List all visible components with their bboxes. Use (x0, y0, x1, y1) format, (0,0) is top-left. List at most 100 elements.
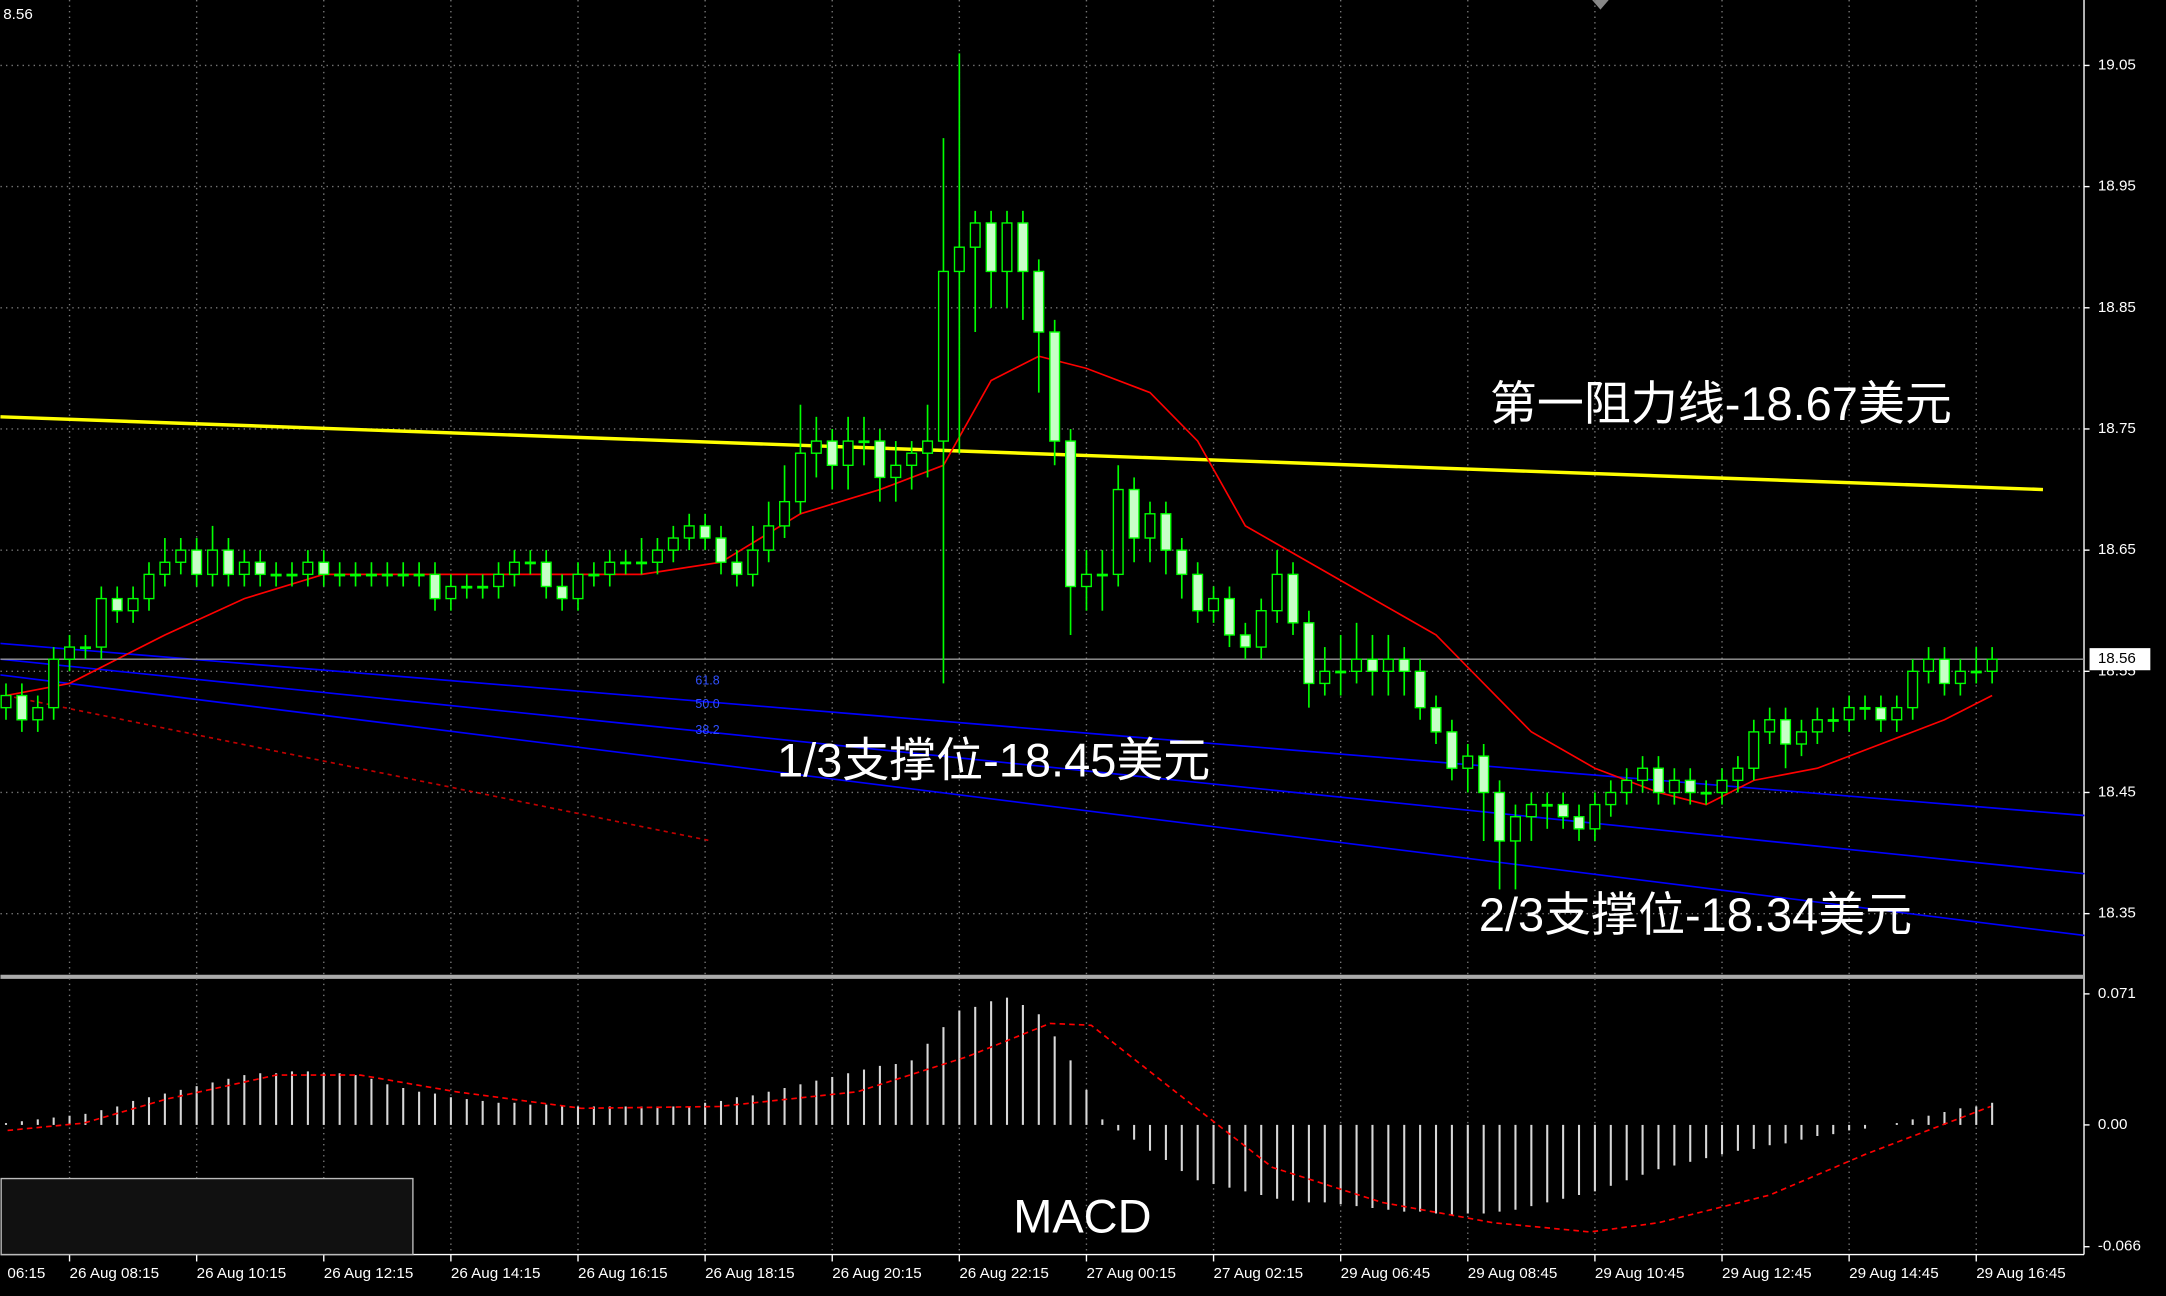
candle-body (1621, 779, 1633, 794)
y-tick-label: 0.071 (2098, 985, 2136, 1002)
candle-body (1128, 488, 1140, 539)
candle-body (1049, 331, 1061, 442)
indicator-title: MACD (1013, 1189, 1151, 1242)
candle-body (1811, 719, 1823, 733)
x-tick-label: 26 Aug 10:15 (197, 1265, 287, 1282)
candle-body (1351, 658, 1363, 672)
y-tick-label: 18.35 (2098, 905, 2136, 922)
candle-body (699, 525, 711, 539)
candle-body (620, 561, 632, 565)
x-tick-label: 26 Aug 20:15 (832, 1265, 922, 1282)
candle-body (270, 573, 282, 577)
candle-body (636, 561, 648, 565)
candle-body (1764, 719, 1776, 733)
candle-body (858, 440, 870, 444)
candle-body (715, 537, 727, 563)
candle-body (16, 694, 28, 721)
candle-body (207, 549, 219, 576)
candle-body (1780, 719, 1792, 745)
candle-body (906, 452, 918, 467)
x-tick-label: 26 Aug 18:15 (705, 1265, 795, 1282)
y-tick-label: 0.00 (2098, 1116, 2128, 1133)
candle-body (413, 573, 425, 577)
y-tick-label: -0.066 (2098, 1238, 2141, 1255)
candle-body (747, 549, 759, 576)
candle-body (1001, 222, 1013, 273)
candle-body (143, 573, 155, 600)
candle-body (48, 658, 60, 709)
candle-body (477, 585, 489, 589)
trend-line (0, 642, 2085, 817)
candle-body (238, 561, 250, 576)
candle-body (0, 694, 12, 709)
annotation: 1/3支撑位-18.45美元 (777, 733, 1210, 786)
x-tick-label: 26 Aug 16:15 (578, 1265, 668, 1282)
candle-body (969, 222, 981, 248)
candle-body (826, 440, 838, 467)
y-tick-label: 18.85 (2098, 299, 2136, 316)
x-tick-label: 29 Aug 08:45 (1468, 1265, 1558, 1282)
candle-body (604, 561, 616, 576)
candle-body (1017, 222, 1029, 273)
x-tick-label: 26 Aug 14:15 (451, 1265, 541, 1282)
fib-label: 50.0 (695, 697, 719, 711)
candle-body (1112, 488, 1124, 576)
candle-body (651, 549, 663, 563)
candle-body (95, 597, 107, 648)
candle-body (1652, 767, 1664, 794)
candle-body (302, 561, 314, 576)
corner-label: 8.56 (3, 6, 33, 23)
annotation: 第一阻力线-18.67美元 (1490, 377, 1952, 430)
candle-body (1795, 731, 1807, 745)
x-tick-label: 27 Aug 00:15 (1086, 1265, 1176, 1282)
y-tick-label: 18.65 (2098, 541, 2136, 558)
y-tick-label: 19.05 (2098, 56, 2136, 73)
candle-body (1398, 658, 1410, 672)
x-tick-label: 26 Aug 22:15 (959, 1265, 1049, 1282)
candle-body (683, 525, 695, 539)
candle-body (1335, 670, 1347, 674)
candle-body (1938, 658, 1950, 685)
candle-body (1557, 803, 1569, 818)
candle-body (334, 573, 346, 577)
note-box (0, 1177, 414, 1256)
candle-body (111, 597, 123, 612)
candle-body (1573, 816, 1585, 830)
candle-body (1192, 573, 1204, 612)
candle-body (1668, 779, 1680, 794)
candle-body (1748, 731, 1760, 769)
candle-body (1875, 706, 1887, 721)
last-price-label: 18.56 (2098, 650, 2136, 667)
candle-body (191, 549, 203, 576)
last-price-box (2089, 648, 2151, 671)
candle-body (1891, 706, 1903, 721)
candle-body (79, 646, 91, 650)
candle-body (1509, 816, 1521, 842)
x-tick-label: 29 Aug 14:45 (1849, 1265, 1939, 1282)
candle-body (985, 222, 997, 273)
candle-body (1541, 803, 1553, 807)
candle-body (493, 573, 505, 588)
candle-body (1239, 634, 1251, 648)
candle-body (763, 525, 775, 551)
candle-body (1827, 719, 1839, 722)
candle-body (175, 549, 187, 563)
candle-body (953, 246, 965, 273)
candle-body (222, 549, 234, 576)
candle-body (874, 440, 886, 479)
candle-body (572, 573, 584, 600)
candle-body (1080, 573, 1092, 588)
candle-body (1414, 670, 1426, 709)
candle-body (1494, 791, 1506, 842)
candle-body (540, 561, 552, 588)
candle-body (1716, 779, 1728, 794)
candle-body (1954, 670, 1966, 685)
x-tick-label: 27 Aug 02:15 (1214, 1265, 1304, 1282)
candle-body (1430, 706, 1442, 733)
candle-body (1176, 549, 1188, 576)
candle-body (1033, 270, 1045, 333)
candle-body (365, 573, 377, 577)
x-tick-label: 29 Aug 10:45 (1595, 1265, 1685, 1282)
